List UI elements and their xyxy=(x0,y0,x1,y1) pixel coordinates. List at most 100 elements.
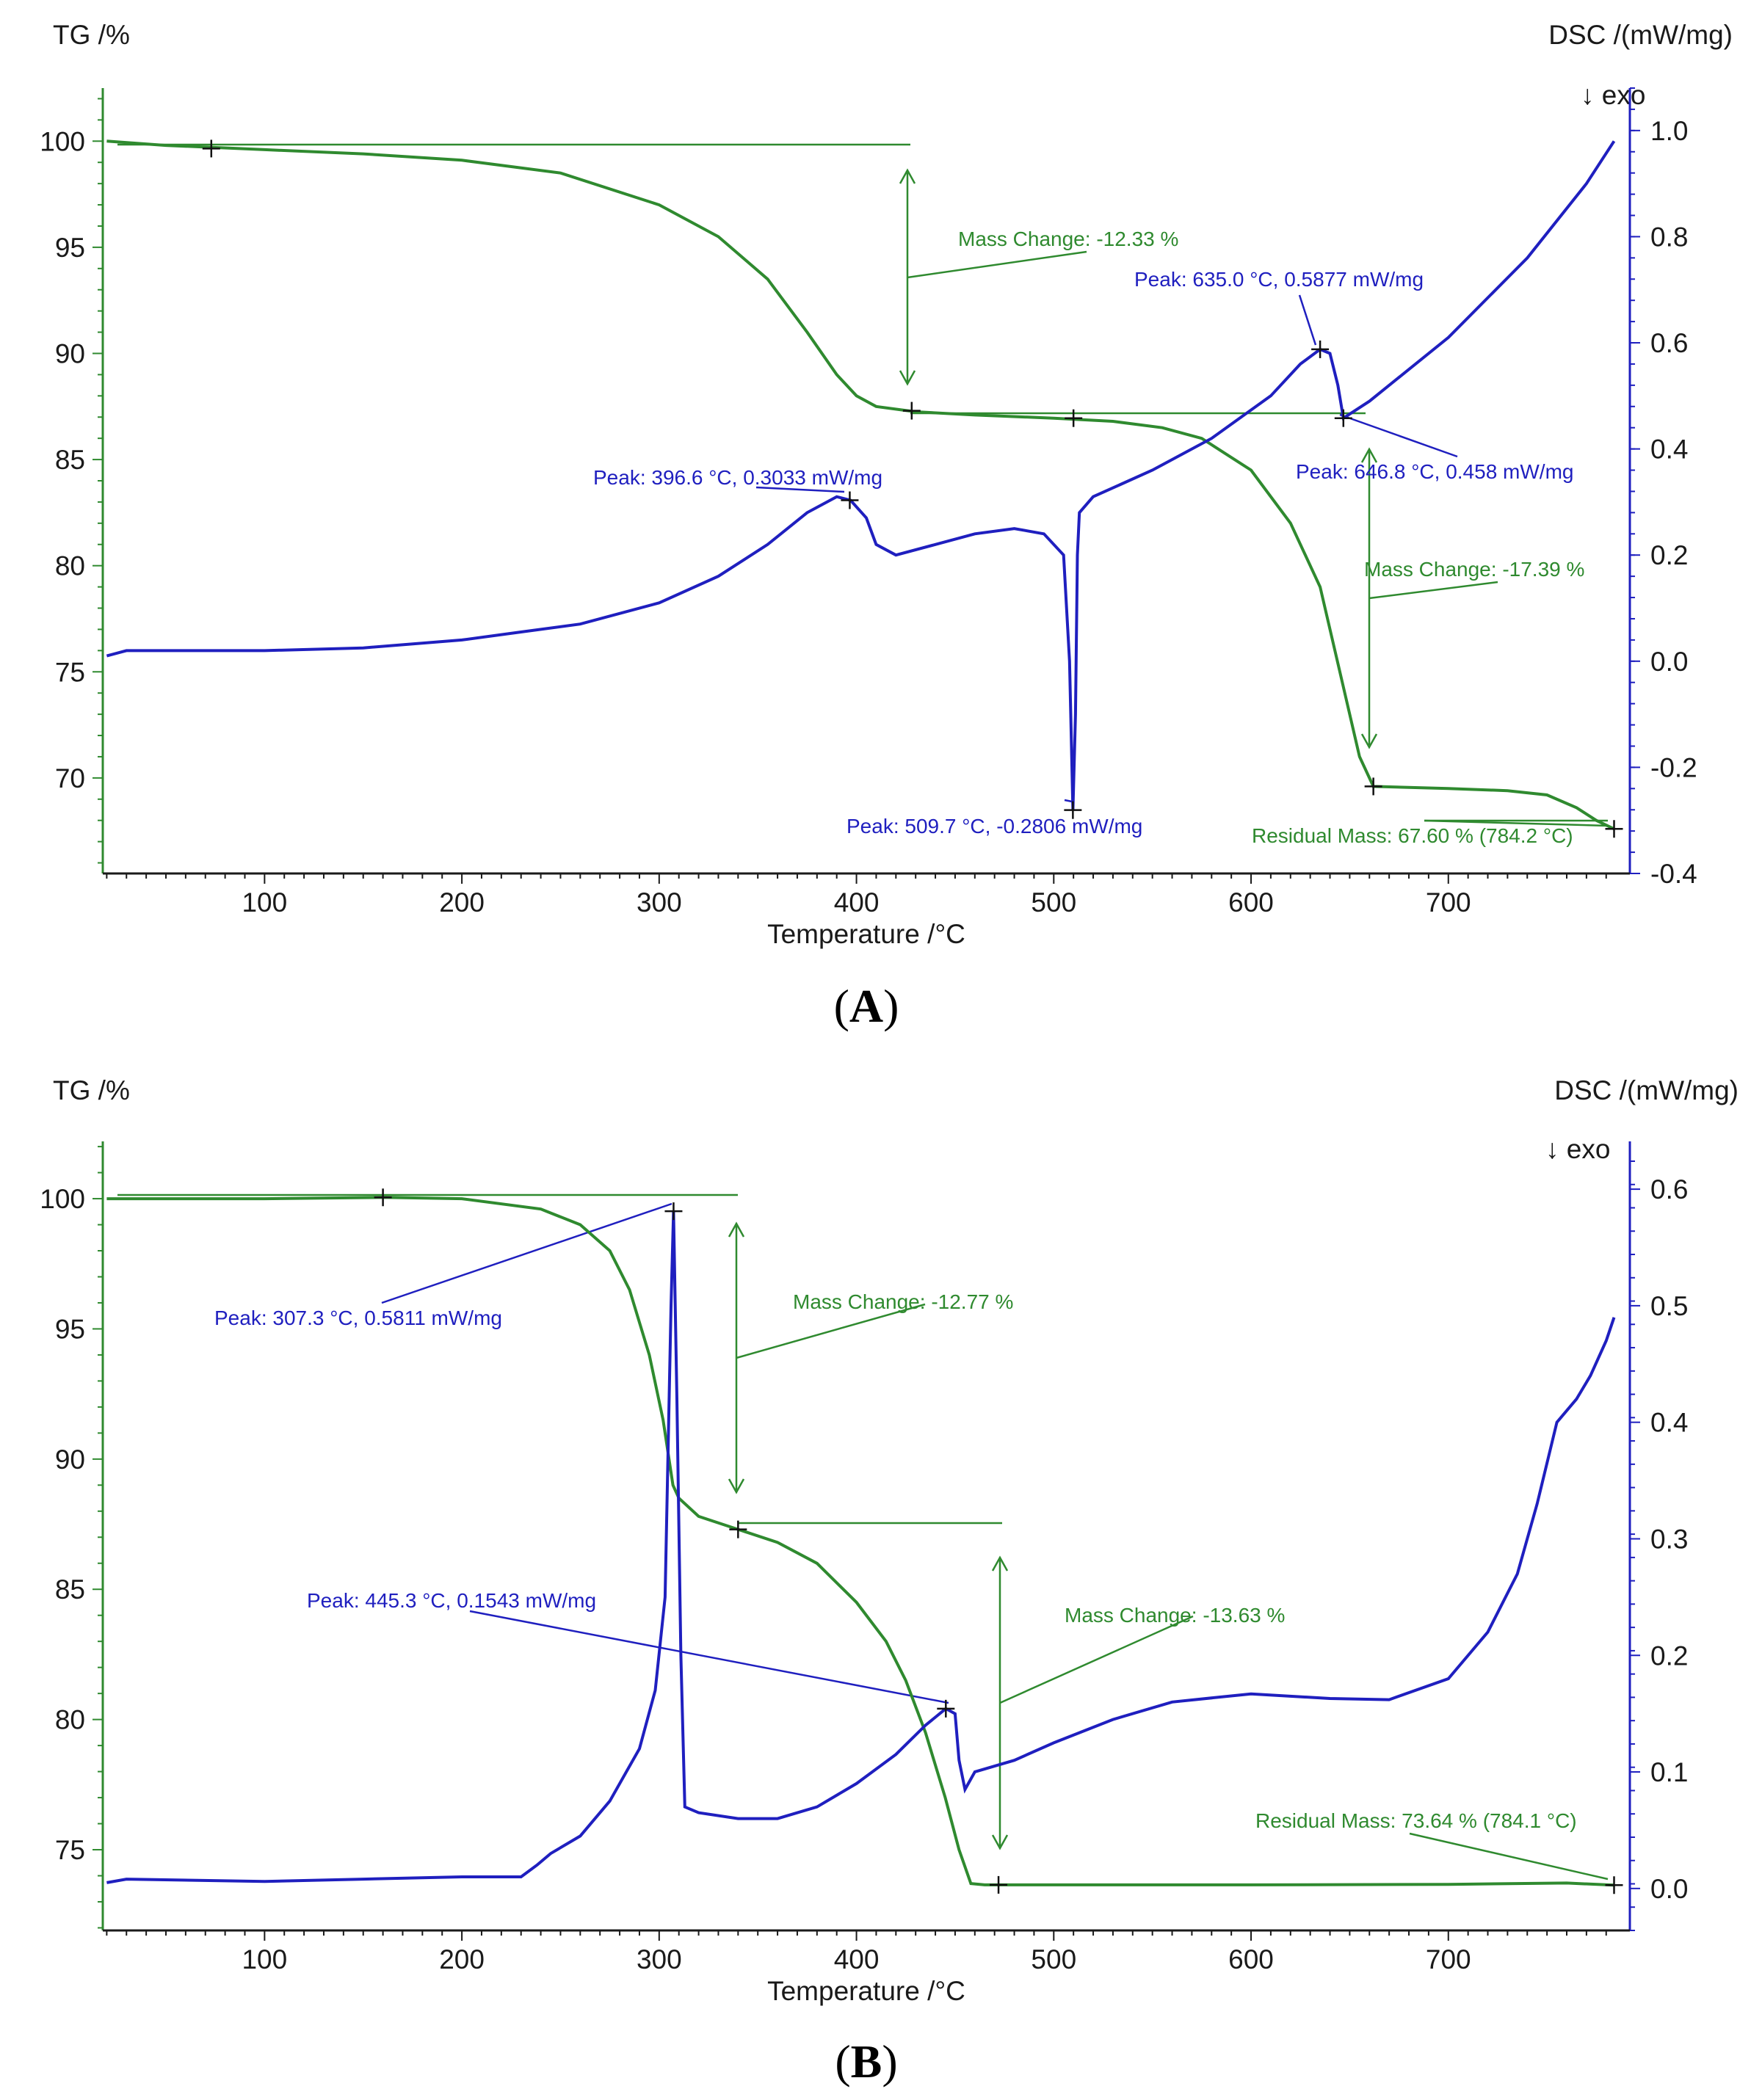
peak-635-leader xyxy=(1298,294,1317,346)
right-tick-label: 1.0 xyxy=(1650,116,1688,146)
left-axis-title: TG /% xyxy=(53,1075,130,1105)
cross-marker xyxy=(1364,777,1382,796)
left-tick-label: 80 xyxy=(55,551,85,581)
left-tick-label: 90 xyxy=(55,1445,85,1475)
dsc-curve xyxy=(106,1211,1616,1884)
left-tick-label: 95 xyxy=(55,233,85,263)
cross-marker xyxy=(664,1202,683,1221)
right-tick-label: 0.2 xyxy=(1650,540,1688,570)
x-tick-label: 200 xyxy=(439,887,485,918)
cross-marker xyxy=(202,139,220,158)
cross-marker xyxy=(1605,1876,1623,1894)
panel-a: TG /% DSC /(mW/mg) ↓ exo 70 75 80 85 90 95 100… xyxy=(40,20,1733,1032)
right-axis-title: DSC /(mW/mg) xyxy=(1554,1075,1739,1105)
cross-marker xyxy=(1065,409,1083,427)
left-tick-label: 95 xyxy=(55,1314,85,1344)
cross-marker xyxy=(1605,820,1623,838)
right-tick-label: 0.6 xyxy=(1650,328,1688,358)
x-tick-label: 400 xyxy=(834,887,880,918)
left-tick-label: 85 xyxy=(55,1574,85,1605)
annotation-peak-396: Peak: 396.6 °C, 0.3033 mW/mg xyxy=(593,466,882,489)
cross-marker xyxy=(374,1188,392,1207)
annotation-mass-change-1: Mass Change: -12.33 % xyxy=(958,228,1178,250)
cross-marker xyxy=(937,1699,955,1718)
arrow-head-up-2 xyxy=(1360,447,1378,463)
annotation-residual-mass: Residual Mass: 67.60 % (784.2 °C) xyxy=(1252,824,1573,847)
x-tick-label: 500 xyxy=(1031,1944,1076,1974)
arrow-head-down-1 xyxy=(728,1478,745,1494)
x-tick-label: 500 xyxy=(1031,887,1076,918)
arrow-head-up-2 xyxy=(991,1555,1009,1572)
x-tick-label: 700 xyxy=(1426,1944,1471,1974)
tg-curve xyxy=(106,139,1615,831)
left-tick-label: 70 xyxy=(55,763,85,793)
left-tick-label: 80 xyxy=(55,1705,85,1735)
left-tick-label: 100 xyxy=(40,1184,85,1214)
right-tick-label: -0.4 xyxy=(1650,859,1697,889)
right-tick-label: 0.5 xyxy=(1650,1291,1688,1321)
cross-marker xyxy=(902,402,921,420)
arrow-head-up-1 xyxy=(728,1221,745,1238)
arrow-head-down-1 xyxy=(899,370,916,386)
left-axis-title: TG /% xyxy=(53,20,130,50)
cross-marker xyxy=(1311,340,1330,358)
x-axis-title: Temperature /°C xyxy=(767,919,965,949)
peak-396-leader xyxy=(755,486,845,493)
x-tick-label: 400 xyxy=(834,1944,880,1974)
right-tick-label: 0.0 xyxy=(1650,1874,1688,1904)
x-tick-label: 100 xyxy=(242,1944,287,1974)
right-tick-label: -0.2 xyxy=(1650,752,1697,782)
right-tick-label: 0.6 xyxy=(1650,1174,1688,1205)
x-tick-label: 300 xyxy=(637,1944,682,1974)
residual-leader xyxy=(1409,1832,1609,1881)
tg-curve xyxy=(106,1196,1614,1887)
annotation-peak-635: Peak: 635.0 °C, 0.5877 mW/mg xyxy=(1134,268,1424,291)
right-tick-label: 0.2 xyxy=(1650,1641,1688,1671)
right-tick-label: 0.0 xyxy=(1650,647,1688,677)
annotation-residual-mass: Residual Mass: 73.64 % (784.1 °C) xyxy=(1255,1809,1577,1832)
right-axis-title: DSC /(mW/mg) xyxy=(1548,20,1733,50)
arrow-head-down-2 xyxy=(1360,733,1378,749)
right-tick-label: 0.4 xyxy=(1650,1408,1688,1438)
annotation-peak-509: Peak: 509.7 °C, -0.2806 mW/mg xyxy=(847,815,1142,838)
x-tick-label: 600 xyxy=(1228,1944,1274,1974)
annotation-mass-change-2: Mass Change: -17.39 % xyxy=(1364,558,1584,581)
right-tick-label: 0.8 xyxy=(1650,222,1688,252)
cross-marker xyxy=(729,1520,747,1538)
panel-label-a: (A) xyxy=(834,980,899,1032)
annotation-mass-change-1: Mass Change: -12.77 % xyxy=(793,1290,1013,1313)
annotation-mass-change-2: Mass Change: -13.63 % xyxy=(1065,1604,1285,1627)
cross-marker xyxy=(841,491,859,509)
mass-change-leader-1 xyxy=(907,250,1087,279)
left-tick-label: 75 xyxy=(55,657,85,687)
x-axis-title: Temperature /°C xyxy=(767,1976,965,2006)
arrow-head-down-2 xyxy=(991,1834,1009,1850)
mass-change-leader-2 xyxy=(999,1615,1194,1704)
x-tick-label: 700 xyxy=(1426,887,1471,918)
left-tick-label: 75 xyxy=(55,1835,85,1865)
exo-label: ↓ exo xyxy=(1545,1134,1610,1164)
residual-leader xyxy=(1424,819,1609,827)
x-tick-label: 200 xyxy=(439,1944,485,1974)
x-tick-label: 100 xyxy=(242,887,287,918)
right-tick-label: 0.3 xyxy=(1650,1524,1688,1554)
panel-label-b: (B) xyxy=(835,2035,897,2088)
right-tick-label: 0.4 xyxy=(1650,435,1688,465)
dsc-curve xyxy=(106,140,1616,810)
annotation-peak-445: Peak: 445.3 °C, 0.1543 mW/mg xyxy=(307,1589,596,1612)
exo-label: ↓ exo xyxy=(1581,80,1645,110)
mass-change-leader-1 xyxy=(736,1303,926,1359)
panel-b: TG /% DSC /(mW/mg) ↓ exo 75 80 85 90 95 100 0… xyxy=(40,1075,1739,2088)
x-tick-label: 300 xyxy=(637,887,682,918)
annotation-peak-307: Peak: 307.3 °C, 0.5811 mW/mg xyxy=(214,1307,502,1329)
left-tick-label: 100 xyxy=(40,126,85,156)
x-tick-label: 600 xyxy=(1228,887,1274,918)
left-tick-label: 85 xyxy=(55,445,85,475)
peak-307-leader xyxy=(381,1202,673,1304)
mass-change-leader-2 xyxy=(1368,581,1498,600)
right-tick-label: 0.1 xyxy=(1650,1757,1688,1787)
peak-509-leader xyxy=(1064,799,1073,803)
cross-marker xyxy=(1334,409,1352,427)
peak-646-leader xyxy=(1339,413,1458,458)
peak-445-leader xyxy=(469,1610,949,1704)
